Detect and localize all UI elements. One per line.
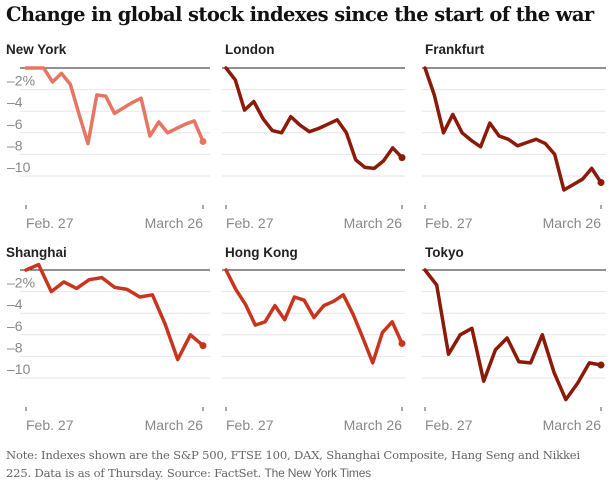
x-tick-label: March 26 [344,215,403,231]
series-line-shanghai [24,262,205,362]
end-point-hong-kong [398,339,406,347]
panel-title-hong-kong: Hong Kong [225,245,298,260]
y-tick-label: –2% [7,275,35,291]
chart-note: Note: Indexes shown are the S&P 500, FTS… [6,446,606,482]
end-point-tokyo [597,361,605,369]
y-tick-label: –8 [7,339,23,355]
series-line-new-york [24,66,205,146]
panel-title-new-york: New York [6,42,67,57]
y-tick-label: –6 [7,318,23,334]
series-line-hong-kong [224,268,404,365]
y-tick-label: –2% [7,73,35,89]
y-tick-label: –6 [7,116,23,132]
y-tick-label: –4 [7,296,23,312]
note-text: Note: Indexes shown are the S&P 500, FTS… [6,448,580,480]
end-point-shanghai [199,342,207,350]
y-tick-label: –10 [7,361,31,377]
y-tick-label: –10 [7,159,31,175]
panel-title-london: London [225,42,275,57]
credit: The New York Times [264,466,372,480]
x-tick-label: Feb. 27 [26,215,74,231]
end-point-new-york [199,137,207,145]
series-line-tokyo [423,268,603,402]
y-tick-label: –4 [7,94,23,110]
panel-title-shanghai: Shanghai [6,245,67,260]
x-tick-label: March 26 [344,417,403,433]
x-tick-label: March 26 [145,417,204,433]
chart-title: Change in global stock indexes since the… [6,3,594,26]
y-tick-label: –8 [7,137,23,153]
x-tick-label: March 26 [543,215,602,231]
x-tick-label: Feb. 27 [226,417,274,433]
panel-title-tokyo: Tokyo [425,245,464,260]
x-tick-label: Feb. 27 [226,215,274,231]
end-point-frankfurt [597,178,605,186]
small-multiples-chart: –2% –4 –6 –8 –10 Feb. 27 March 26 Feb. 27 March … [7,66,606,433]
end-point-london [398,154,406,162]
x-tick-label: Feb. 27 [425,417,473,433]
series-line-frankfurt [423,66,603,192]
x-tick-label: Feb. 27 [26,417,74,433]
x-tick-label: March 26 [543,417,602,433]
series-line-london [224,66,404,171]
x-tick-label: March 26 [145,215,204,231]
x-tick-label: Feb. 27 [425,215,473,231]
panel-title-frankfurt: Frankfurt [425,42,485,57]
